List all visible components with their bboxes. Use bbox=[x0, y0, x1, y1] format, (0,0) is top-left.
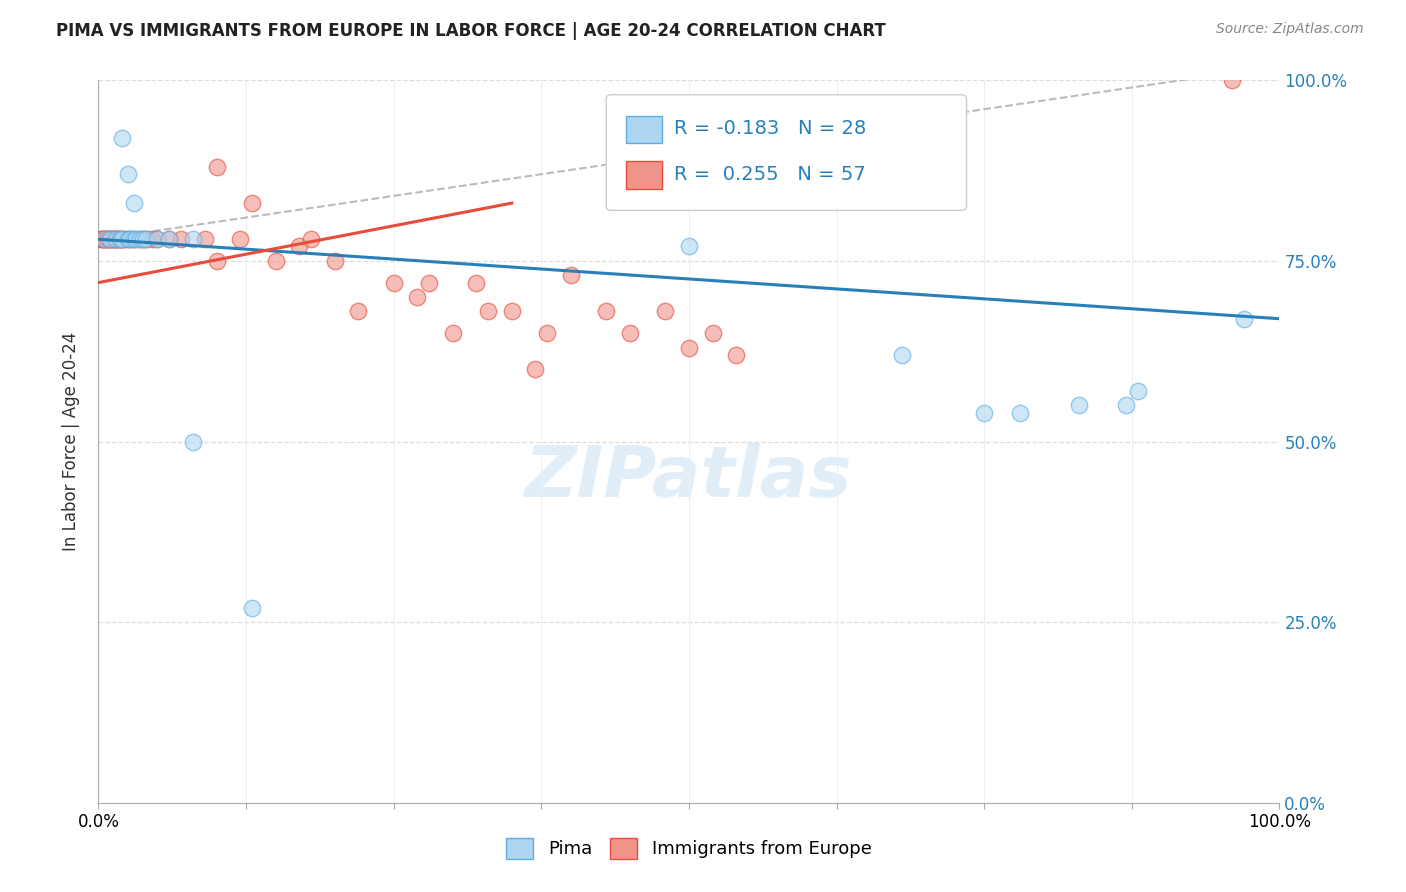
FancyBboxPatch shape bbox=[626, 116, 662, 143]
Point bbox=[1126, 384, 1149, 398]
Point bbox=[157, 232, 180, 246]
Point bbox=[100, 232, 122, 246]
Point bbox=[98, 232, 121, 246]
Point bbox=[288, 239, 311, 253]
Point bbox=[105, 232, 128, 246]
Point bbox=[205, 253, 228, 268]
Point bbox=[111, 232, 134, 246]
Point bbox=[91, 232, 114, 246]
Point bbox=[103, 232, 125, 246]
Point bbox=[117, 232, 139, 246]
Point bbox=[117, 232, 139, 246]
Point bbox=[702, 326, 724, 340]
Point bbox=[111, 131, 134, 145]
Point bbox=[264, 253, 287, 268]
Point bbox=[105, 232, 128, 246]
Point bbox=[120, 232, 142, 246]
Point bbox=[441, 326, 464, 340]
Text: PIMA VS IMMIGRANTS FROM EUROPE IN LABOR FORCE | AGE 20-24 CORRELATION CHART: PIMA VS IMMIGRANTS FROM EUROPE IN LABOR … bbox=[56, 22, 886, 40]
Point bbox=[94, 232, 117, 246]
Point bbox=[135, 232, 157, 246]
Point bbox=[477, 304, 499, 318]
Text: ZIPatlas: ZIPatlas bbox=[526, 443, 852, 512]
Point bbox=[93, 232, 115, 246]
Legend: Pima, Immigrants from Europe: Pima, Immigrants from Europe bbox=[499, 830, 879, 866]
Point bbox=[1233, 311, 1256, 326]
Point bbox=[194, 232, 217, 246]
Point bbox=[536, 326, 558, 340]
Point bbox=[560, 268, 582, 283]
FancyBboxPatch shape bbox=[606, 95, 966, 211]
Point bbox=[128, 232, 150, 246]
Point bbox=[108, 232, 131, 246]
Point bbox=[1008, 406, 1031, 420]
Point bbox=[382, 276, 405, 290]
FancyBboxPatch shape bbox=[626, 161, 662, 189]
Point bbox=[973, 406, 995, 420]
Point bbox=[678, 341, 700, 355]
Point bbox=[98, 232, 121, 246]
Point bbox=[93, 232, 115, 246]
Point bbox=[135, 232, 157, 246]
Point bbox=[128, 232, 150, 246]
Point bbox=[240, 196, 263, 211]
Point bbox=[229, 232, 252, 246]
Point bbox=[181, 434, 204, 449]
Point bbox=[1220, 73, 1243, 87]
Point bbox=[181, 232, 204, 246]
Point bbox=[90, 232, 112, 246]
Point bbox=[110, 232, 132, 246]
Point bbox=[890, 348, 912, 362]
Point bbox=[107, 232, 129, 246]
Point bbox=[104, 232, 127, 246]
Point bbox=[132, 232, 155, 246]
Point bbox=[122, 232, 145, 246]
Point bbox=[101, 232, 124, 246]
Point bbox=[654, 304, 676, 318]
Point bbox=[91, 232, 114, 246]
Point bbox=[595, 304, 617, 318]
Point bbox=[125, 232, 148, 246]
Point bbox=[406, 290, 429, 304]
Point bbox=[205, 160, 228, 174]
Point bbox=[501, 304, 523, 318]
Point bbox=[524, 362, 547, 376]
Point bbox=[122, 196, 145, 211]
Point bbox=[465, 276, 488, 290]
Text: R = -0.183   N = 28: R = -0.183 N = 28 bbox=[673, 120, 866, 138]
Point bbox=[157, 232, 180, 246]
Point bbox=[141, 232, 163, 246]
Point bbox=[105, 232, 128, 246]
Point bbox=[98, 232, 121, 246]
Text: Source: ZipAtlas.com: Source: ZipAtlas.com bbox=[1216, 22, 1364, 37]
Y-axis label: In Labor Force | Age 20-24: In Labor Force | Age 20-24 bbox=[62, 332, 80, 551]
Point bbox=[619, 326, 641, 340]
Point bbox=[240, 600, 263, 615]
Point bbox=[146, 232, 169, 246]
Point bbox=[120, 232, 142, 246]
Point bbox=[122, 232, 145, 246]
Point bbox=[117, 167, 139, 181]
Point bbox=[111, 232, 134, 246]
Point bbox=[347, 304, 370, 318]
Point bbox=[299, 232, 322, 246]
Point bbox=[418, 276, 440, 290]
Point bbox=[97, 232, 120, 246]
Point bbox=[323, 253, 346, 268]
Point bbox=[96, 232, 118, 246]
Point bbox=[108, 232, 131, 246]
Point bbox=[1067, 398, 1090, 412]
Point bbox=[678, 239, 700, 253]
Point bbox=[132, 232, 155, 246]
Point bbox=[1115, 398, 1137, 412]
Point bbox=[725, 348, 748, 362]
Point bbox=[146, 232, 169, 246]
Text: R =  0.255   N = 57: R = 0.255 N = 57 bbox=[673, 165, 865, 184]
Point bbox=[112, 232, 135, 246]
Point bbox=[170, 232, 193, 246]
